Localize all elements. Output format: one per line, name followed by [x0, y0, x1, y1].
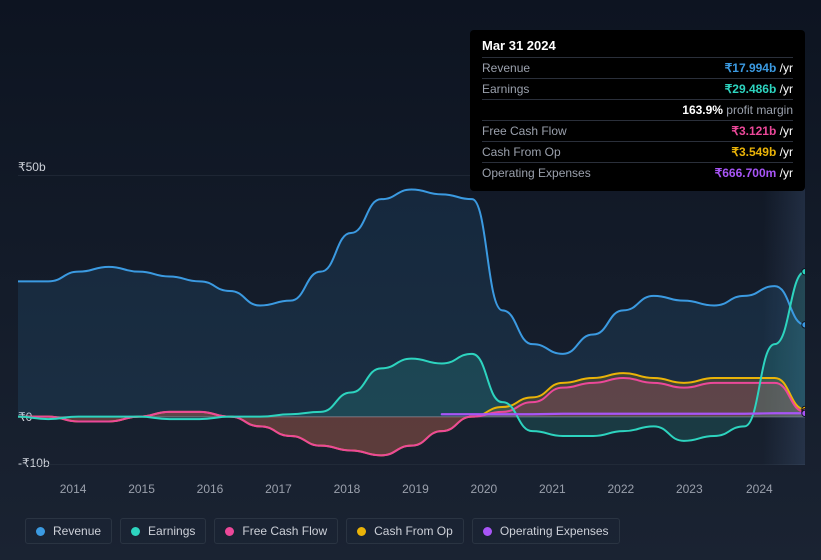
y-tick-label: ₹50b	[18, 160, 46, 174]
legend-item[interactable]: Operating Expenses	[472, 518, 620, 544]
legend-swatch	[225, 527, 234, 536]
legend-label: Operating Expenses	[500, 524, 609, 538]
legend-label: Earnings	[148, 524, 195, 538]
x-tick-label: 2022	[607, 482, 634, 496]
x-tick-label: 2014	[60, 482, 87, 496]
x-tick-label: 2015	[128, 482, 155, 496]
tooltip-row: Operating Expenses₹666.700m /yr	[482, 162, 793, 183]
tooltip-date: Mar 31 2024	[482, 38, 793, 57]
legend-swatch	[131, 527, 140, 536]
x-tick-label: 2017	[265, 482, 292, 496]
x-axis: 2014 2015 2016 2017 2018 2019 2020 2021 2022 2023…	[18, 482, 805, 498]
chart-tooltip: Mar 31 2024 Revenue₹17.994b /yrEarnings₹…	[470, 30, 805, 191]
tooltip-row: Cash From Op₹3.549b /yr	[482, 141, 793, 162]
legend-swatch	[357, 527, 366, 536]
legend-label: Free Cash Flow	[242, 524, 327, 538]
legend-label: Revenue	[53, 524, 101, 538]
legend-label: Cash From Op	[374, 524, 453, 538]
x-tick-label: 2019	[402, 482, 429, 496]
x-tick-label: 2024	[746, 482, 773, 496]
tooltip-row: Free Cash Flow₹3.121b /yr	[482, 120, 793, 141]
x-tick-label: 2016	[197, 482, 224, 496]
x-tick-label: 2020	[471, 482, 498, 496]
tooltip-row: 163.9% profit margin	[482, 99, 793, 120]
legend-item[interactable]: Cash From Op	[346, 518, 464, 544]
legend-swatch	[483, 527, 492, 536]
legend-item[interactable]: Earnings	[120, 518, 206, 544]
x-tick-label: 2021	[539, 482, 566, 496]
tooltip-row: Earnings₹29.486b /yr	[482, 78, 793, 99]
legend-item[interactable]: Revenue	[25, 518, 112, 544]
chart-legend: Revenue Earnings Free Cash Flow Cash From O…	[25, 518, 620, 544]
tooltip-row: Revenue₹17.994b /yr	[482, 57, 793, 78]
x-tick-label: 2023	[676, 482, 703, 496]
legend-swatch	[36, 527, 45, 536]
x-tick-label: 2018	[334, 482, 361, 496]
chart-plot[interactable]	[18, 175, 805, 465]
legend-item[interactable]: Free Cash Flow	[214, 518, 338, 544]
